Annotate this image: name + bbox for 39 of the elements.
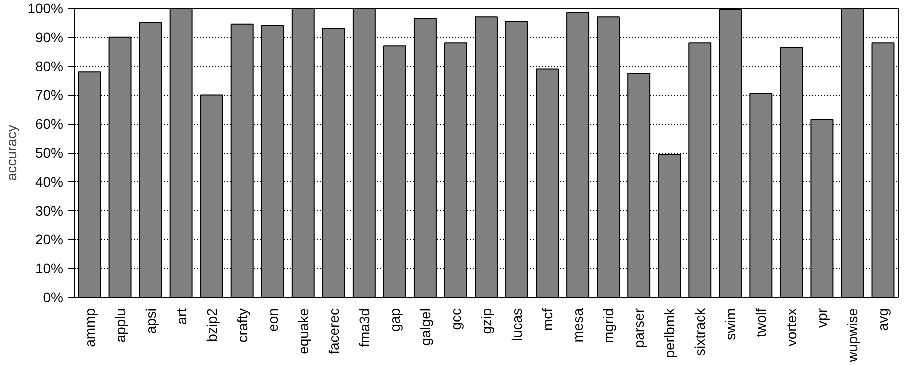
- x-tick-label: mesa: [570, 308, 586, 343]
- x-tick-label: mgrid: [600, 308, 617, 344]
- x-tick-label: eon: [264, 308, 281, 332]
- x-tick-label: sixtrack: [692, 308, 708, 356]
- x-tick-label: ammp: [82, 308, 98, 348]
- y-tick-label: 0%: [43, 290, 64, 306]
- y-tick-label: 100%: [28, 0, 64, 16]
- x-tick-label: apsi: [142, 308, 159, 334]
- x-tick-label: avg: [875, 308, 892, 332]
- x-tick-label: bzip2: [204, 308, 220, 342]
- y-tick-label: 90%: [35, 29, 64, 46]
- x-tick-label: mcf: [540, 308, 556, 332]
- x-tick-label: equake: [295, 308, 312, 354]
- x-tick-label: twolf: [753, 308, 770, 338]
- x-tick-label: facerec: [326, 308, 342, 354]
- x-tick-label: lucas: [509, 308, 526, 342]
- x-tick-label: perlbmk: [662, 308, 678, 358]
- x-tick-label: swim: [722, 308, 739, 340]
- x-tick-label: art: [173, 308, 190, 325]
- y-tick-label: 10%: [35, 260, 64, 277]
- x-tick-label: gap: [386, 308, 403, 332]
- y-tick-label: 60%: [35, 116, 64, 132]
- x-tick-label: gcc: [448, 308, 464, 330]
- x-tick-label: vpr: [814, 308, 830, 328]
- y-tick-label: 70%: [35, 87, 64, 104]
- x-tick-label: vortex: [784, 308, 800, 347]
- x-tick-label: gzip: [478, 308, 494, 334]
- y-tick-label: 20%: [35, 232, 64, 248]
- y-tick-label: 50%: [35, 145, 64, 161]
- x-tick-label: crafty: [234, 308, 250, 343]
- x-tick-label: parser: [631, 308, 648, 348]
- x-tick-label: wupwise: [844, 308, 861, 364]
- y-tick-label: 80%: [35, 58, 64, 74]
- y-axis-title: accuracy: [4, 124, 20, 182]
- x-tick-label: fma3d: [356, 308, 372, 348]
- x-tick-label: galgel: [417, 308, 434, 346]
- y-tick-label: 30%: [35, 202, 64, 219]
- x-tick-label: applu: [112, 308, 128, 343]
- y-tick-label: 40%: [35, 174, 64, 190]
